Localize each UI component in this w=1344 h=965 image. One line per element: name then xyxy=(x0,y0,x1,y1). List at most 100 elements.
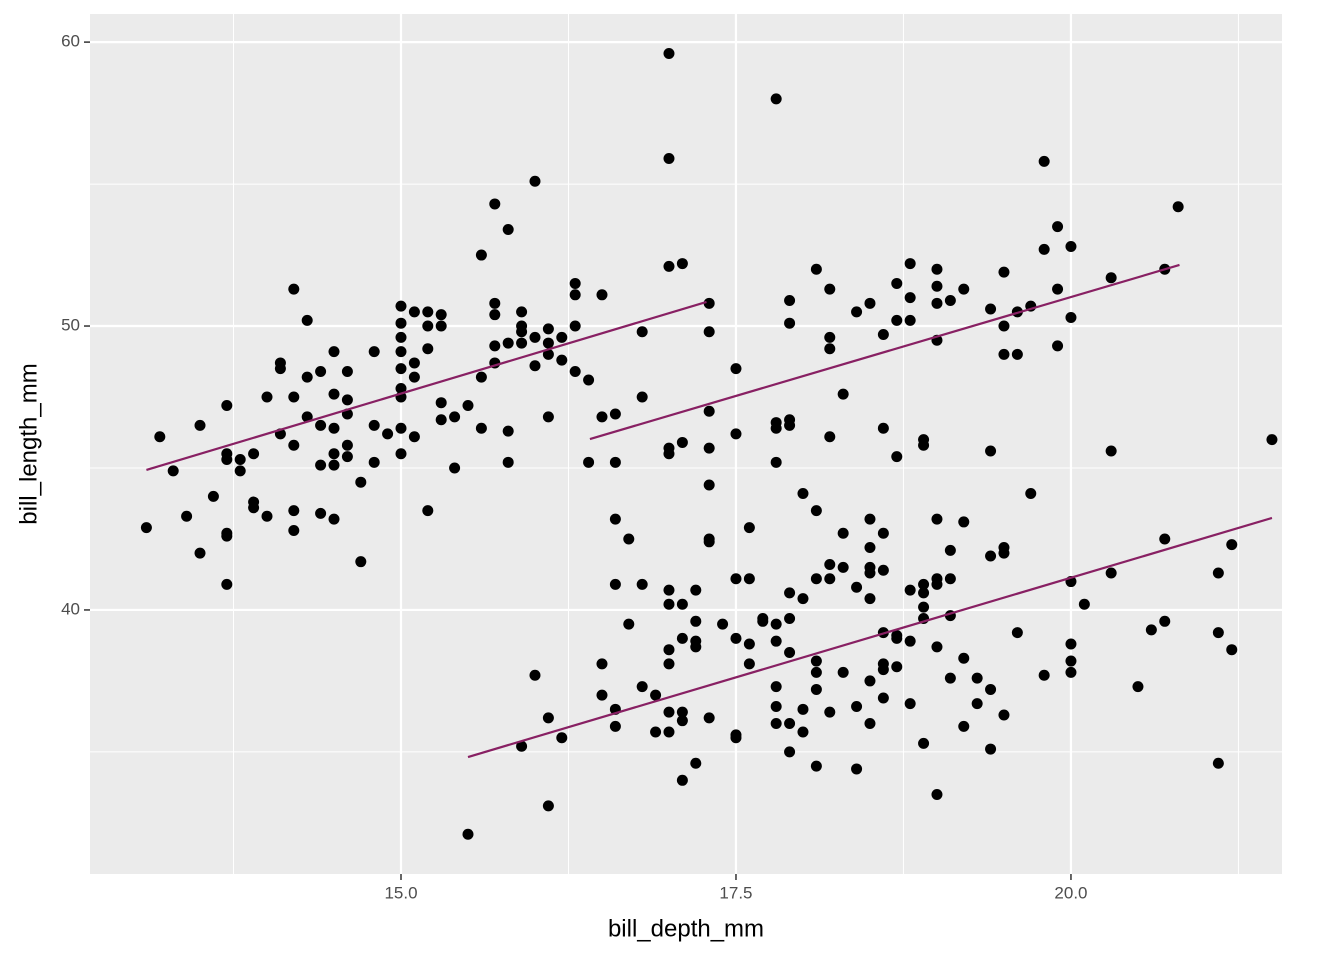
point xyxy=(918,587,930,599)
point xyxy=(743,573,755,585)
point xyxy=(181,510,193,522)
point xyxy=(315,419,327,431)
point xyxy=(676,436,688,448)
point xyxy=(663,644,675,656)
point xyxy=(703,442,715,454)
point xyxy=(931,789,943,801)
point xyxy=(797,703,809,715)
point xyxy=(1105,272,1117,284)
point xyxy=(824,283,836,295)
point xyxy=(998,709,1010,721)
point xyxy=(663,726,675,738)
point xyxy=(489,309,501,321)
point xyxy=(542,348,554,360)
point xyxy=(1052,221,1064,233)
point xyxy=(851,763,863,775)
point xyxy=(931,641,943,653)
point xyxy=(690,584,702,596)
point xyxy=(1145,624,1157,636)
point xyxy=(998,266,1010,278)
point xyxy=(891,277,903,289)
point xyxy=(408,306,420,318)
point xyxy=(985,303,997,315)
point xyxy=(904,635,916,647)
point xyxy=(395,300,407,312)
point xyxy=(395,317,407,329)
point xyxy=(368,346,380,358)
point xyxy=(248,502,260,514)
point xyxy=(810,666,822,678)
point xyxy=(918,737,930,749)
point xyxy=(556,354,568,366)
y-tick-label: 50 xyxy=(61,316,80,335)
point xyxy=(623,533,635,545)
point xyxy=(556,732,568,744)
y-tick-label: 60 xyxy=(61,32,80,51)
point xyxy=(529,175,541,187)
point xyxy=(877,329,889,341)
point xyxy=(636,578,648,590)
point xyxy=(341,365,353,377)
point xyxy=(1159,615,1171,627)
point xyxy=(837,561,849,573)
point xyxy=(931,280,943,292)
point xyxy=(462,400,474,412)
point xyxy=(944,573,956,585)
point xyxy=(944,294,956,306)
point xyxy=(529,331,541,343)
point xyxy=(395,346,407,358)
point xyxy=(596,689,608,701)
point xyxy=(542,712,554,724)
point xyxy=(395,382,407,394)
point xyxy=(650,726,662,738)
point xyxy=(703,326,715,338)
point xyxy=(851,581,863,593)
point xyxy=(395,422,407,434)
point xyxy=(315,365,327,377)
point xyxy=(301,314,313,326)
point xyxy=(609,456,621,468)
point xyxy=(583,374,595,386)
point xyxy=(288,391,300,403)
point xyxy=(1266,434,1278,446)
point xyxy=(609,720,621,732)
point xyxy=(449,462,461,474)
point xyxy=(851,700,863,712)
point xyxy=(408,431,420,443)
point xyxy=(489,198,501,210)
point xyxy=(958,720,970,732)
point xyxy=(891,451,903,463)
fit-line xyxy=(467,516,1273,759)
point xyxy=(770,422,782,434)
point xyxy=(810,505,822,517)
point xyxy=(703,405,715,417)
point xyxy=(422,306,434,318)
point xyxy=(328,448,340,460)
point xyxy=(596,411,608,423)
point xyxy=(944,544,956,556)
point xyxy=(985,683,997,695)
point xyxy=(717,618,729,630)
point xyxy=(958,516,970,528)
point xyxy=(797,488,809,500)
point xyxy=(676,258,688,270)
point xyxy=(395,448,407,460)
point xyxy=(877,664,889,676)
point xyxy=(784,647,796,659)
point xyxy=(676,598,688,610)
point xyxy=(971,698,983,710)
point xyxy=(784,419,796,431)
point xyxy=(636,326,648,338)
point xyxy=(824,343,836,355)
point xyxy=(355,556,367,568)
point xyxy=(998,320,1010,332)
point xyxy=(663,47,675,59)
point xyxy=(663,584,675,596)
point xyxy=(1105,445,1117,457)
point xyxy=(435,320,447,332)
point xyxy=(690,757,702,769)
point xyxy=(864,541,876,553)
point xyxy=(288,283,300,295)
point xyxy=(864,513,876,525)
point xyxy=(877,692,889,704)
